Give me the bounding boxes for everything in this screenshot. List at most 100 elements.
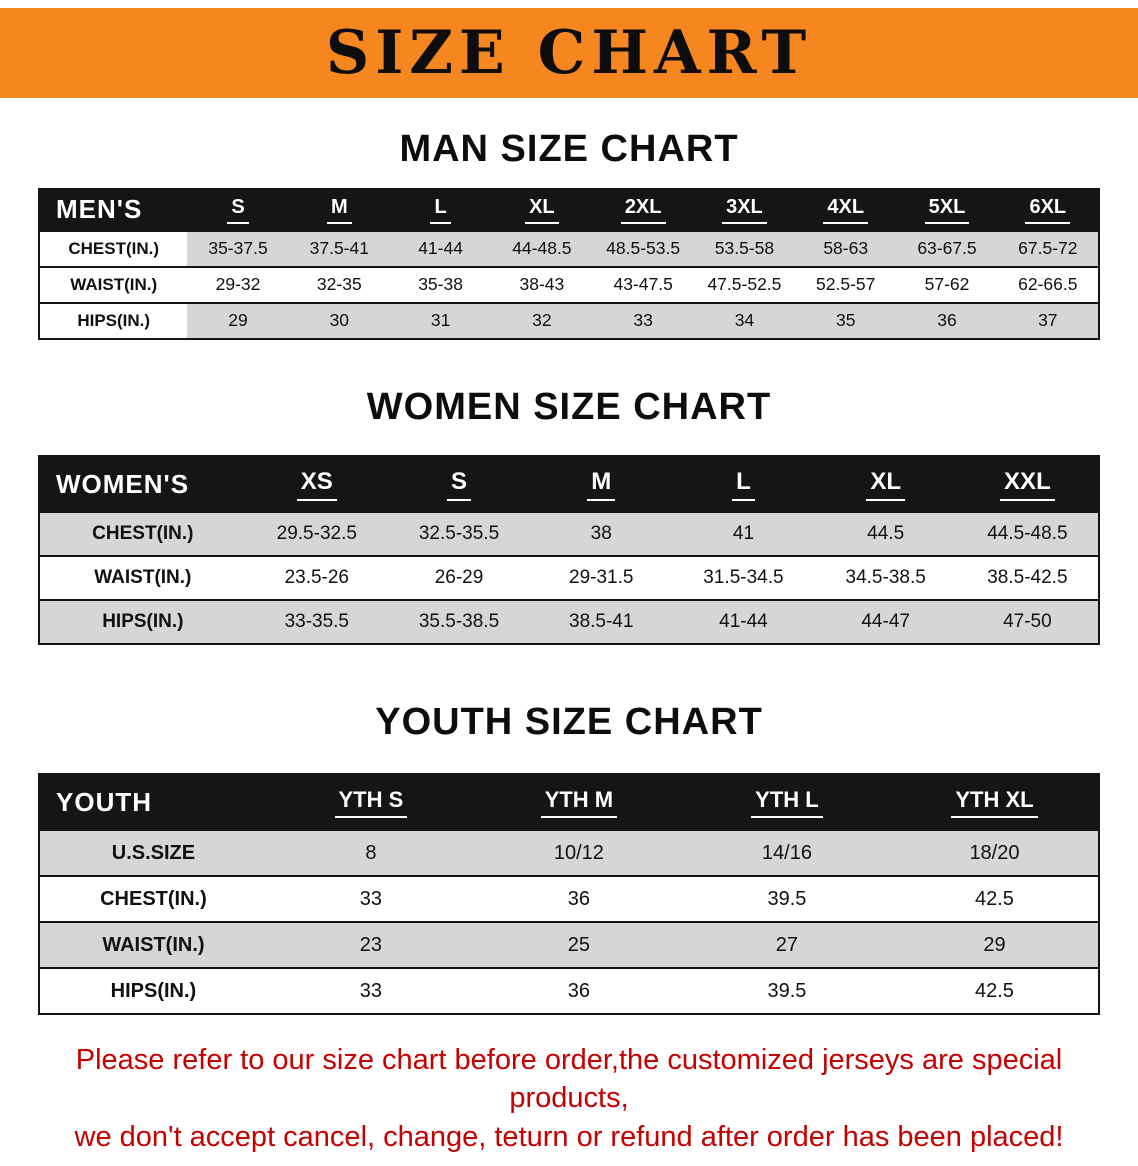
column-header-cell: 5XL	[896, 189, 997, 231]
value-cell: 29-32	[215, 274, 261, 295]
table-header-row: YOUTH YTH S YTH M YTH L YTH XL	[39, 774, 1099, 831]
column-header-label: 2XL	[620, 196, 666, 224]
table-title-cell: MEN'S	[39, 189, 187, 231]
value-cell: 30	[329, 310, 350, 331]
column-header-label: M	[587, 468, 616, 501]
value-cell: 33	[633, 310, 653, 331]
table-row: WAIST(IN.) 23.5-26 26-29 29-31.5 31.5-34.5 34…	[39, 556, 1099, 600]
value-cell: 8	[365, 841, 377, 864]
value-cell: 35.5-38.5	[418, 611, 500, 633]
column-header-label: XL	[525, 196, 559, 224]
value-cell: 23	[359, 933, 383, 956]
column-header-cell: YTH S	[267, 774, 475, 830]
column-header-label: 4XL	[823, 196, 869, 224]
value-cell: 44.5	[867, 523, 905, 545]
row-label-cell: U.S.SIZE	[111, 841, 196, 864]
column-header-cell: XL	[815, 456, 957, 512]
value-cell: 38-43	[519, 274, 565, 295]
table-row: WAIST(IN.) 23 25 27 29	[39, 922, 1099, 969]
table-row: HIPS(IN.) 33-35.5 35.5-38.5 38.5-41 41-44 44-…	[39, 600, 1099, 645]
column-header-cell: L	[390, 189, 491, 231]
column-header-label: S	[447, 468, 472, 501]
column-header-cell: 6XL	[998, 189, 1099, 231]
disclaimer-line-1: Please refer to our size chart before or…	[75, 1044, 1063, 1115]
row-label-cell: WAIST(IN.)	[102, 933, 205, 956]
table-row: CHEST(IN.) 29.5-32.5 32.5-35.5 38 41 44.5 44.5…	[39, 512, 1099, 557]
value-cell: 35-38	[418, 274, 463, 295]
value-cell: 39.5	[767, 979, 807, 1002]
value-cell: 32.5-35.5	[418, 523, 500, 545]
value-cell: 38.5-42.5	[987, 567, 1068, 589]
value-cell: 58-63	[823, 238, 869, 259]
youth-size-section: YOUTH SIZE CHART YOUTH YTH S YTH M YTH L YTH…	[0, 701, 1138, 1016]
column-header-label: XXL	[1000, 468, 1055, 501]
table-row: HIPS(IN.) 29 30 31 32 33 34 35 36 37	[39, 302, 1099, 339]
column-header-label: L	[732, 468, 755, 501]
value-cell: 42.5	[975, 979, 1014, 1002]
row-label-cell: HIPS(IN.)	[110, 979, 197, 1002]
value-cell: 35	[835, 310, 856, 331]
column-header-cell: YTH XL	[891, 774, 1099, 830]
value-cell: 53.5-58	[714, 238, 775, 259]
column-header-cell: XS	[246, 456, 388, 512]
column-header-cell: M	[289, 189, 390, 231]
column-header-label: YTH XL	[951, 787, 1038, 818]
value-cell: 48.5-53.5	[606, 238, 681, 259]
value-cell: 23.5-26	[284, 567, 350, 589]
women-size-table: WOMEN'S XS S M L XL XXL CHEST(IN.) 29.5-32.5 32.5…	[38, 455, 1100, 646]
column-header-cell: 4XL	[795, 189, 896, 231]
column-header-label: XL	[866, 468, 905, 501]
value-cell: 33-35.5	[284, 611, 350, 633]
column-header-label: L	[430, 196, 451, 224]
column-header-cell: S	[187, 189, 288, 231]
women-size-section: WOMEN SIZE CHART WOMEN'S XS S M L XL XXL CHEST(…	[0, 386, 1138, 646]
value-cell: 34	[734, 310, 755, 331]
value-cell: 47-50	[1003, 611, 1052, 633]
youth-section-heading: YOUTH SIZE CHART	[375, 701, 763, 744]
value-cell: 25	[567, 933, 591, 956]
value-cell: 27	[775, 933, 799, 956]
value-cell: 33	[359, 979, 383, 1002]
row-label-cell: CHEST(IN.)	[39, 230, 188, 267]
value-cell: 41-44	[719, 611, 768, 633]
table-title: WOMEN'S	[56, 468, 190, 499]
value-cell: 57-62	[924, 274, 970, 295]
column-header-label: S	[227, 196, 249, 224]
column-header-cell: XXL	[957, 456, 1099, 512]
column-header-label: YTH S	[334, 787, 408, 818]
row-label-cell: CHEST(IN.)	[92, 523, 194, 545]
table-row: CHEST(IN.) 33 36 39.5 42.5	[39, 876, 1099, 922]
value-cell: 39.5	[767, 887, 807, 910]
value-cell: 29-31.5	[569, 567, 634, 589]
value-cell: 36	[567, 887, 591, 910]
column-header-cell: S	[388, 456, 530, 512]
column-header-cell: YTH L	[683, 774, 891, 830]
column-header-cell: 2XL	[593, 189, 694, 231]
value-cell: 35-37.5	[208, 238, 268, 259]
men-size-table: MEN'S S M L XL 2XL 3XL 4XL 5XL 6XL CHEST(IN.) 35-37…	[38, 187, 1100, 340]
table-header-row: WOMEN'S XS S M L XL XXL	[39, 456, 1099, 513]
value-cell: 52.5-57	[816, 274, 876, 295]
banner: SIZE CHART	[0, 8, 1138, 98]
column-header-cell: M	[530, 456, 672, 512]
column-header-label: 5XL	[924, 196, 970, 224]
column-header-label: XS	[296, 468, 337, 501]
page-title: SIZE CHART	[325, 18, 813, 88]
value-cell: 44-47	[861, 611, 910, 633]
value-cell: 31	[430, 310, 451, 331]
value-cell: 37	[1038, 310, 1058, 331]
column-header-label: M	[326, 196, 352, 224]
value-cell: 18/20	[969, 841, 1020, 864]
men-section-heading: MAN SIZE CHART	[399, 128, 739, 170]
value-cell: 67.5-72	[1018, 238, 1078, 259]
value-cell: 36	[937, 310, 957, 331]
value-cell: 38	[590, 523, 612, 545]
disclaimer-line-2: we don't accept cancel, change, teturn o…	[74, 1120, 1064, 1153]
value-cell: 47.5-52.5	[707, 274, 782, 295]
table-title: YOUTH	[56, 786, 152, 817]
value-cell: 32	[532, 310, 552, 331]
value-cell: 37.5-41	[309, 238, 369, 259]
value-cell: 34.5-38.5	[845, 567, 926, 589]
row-label-cell: CHEST(IN.)	[100, 887, 207, 910]
column-header-label: YTH L	[751, 787, 823, 818]
